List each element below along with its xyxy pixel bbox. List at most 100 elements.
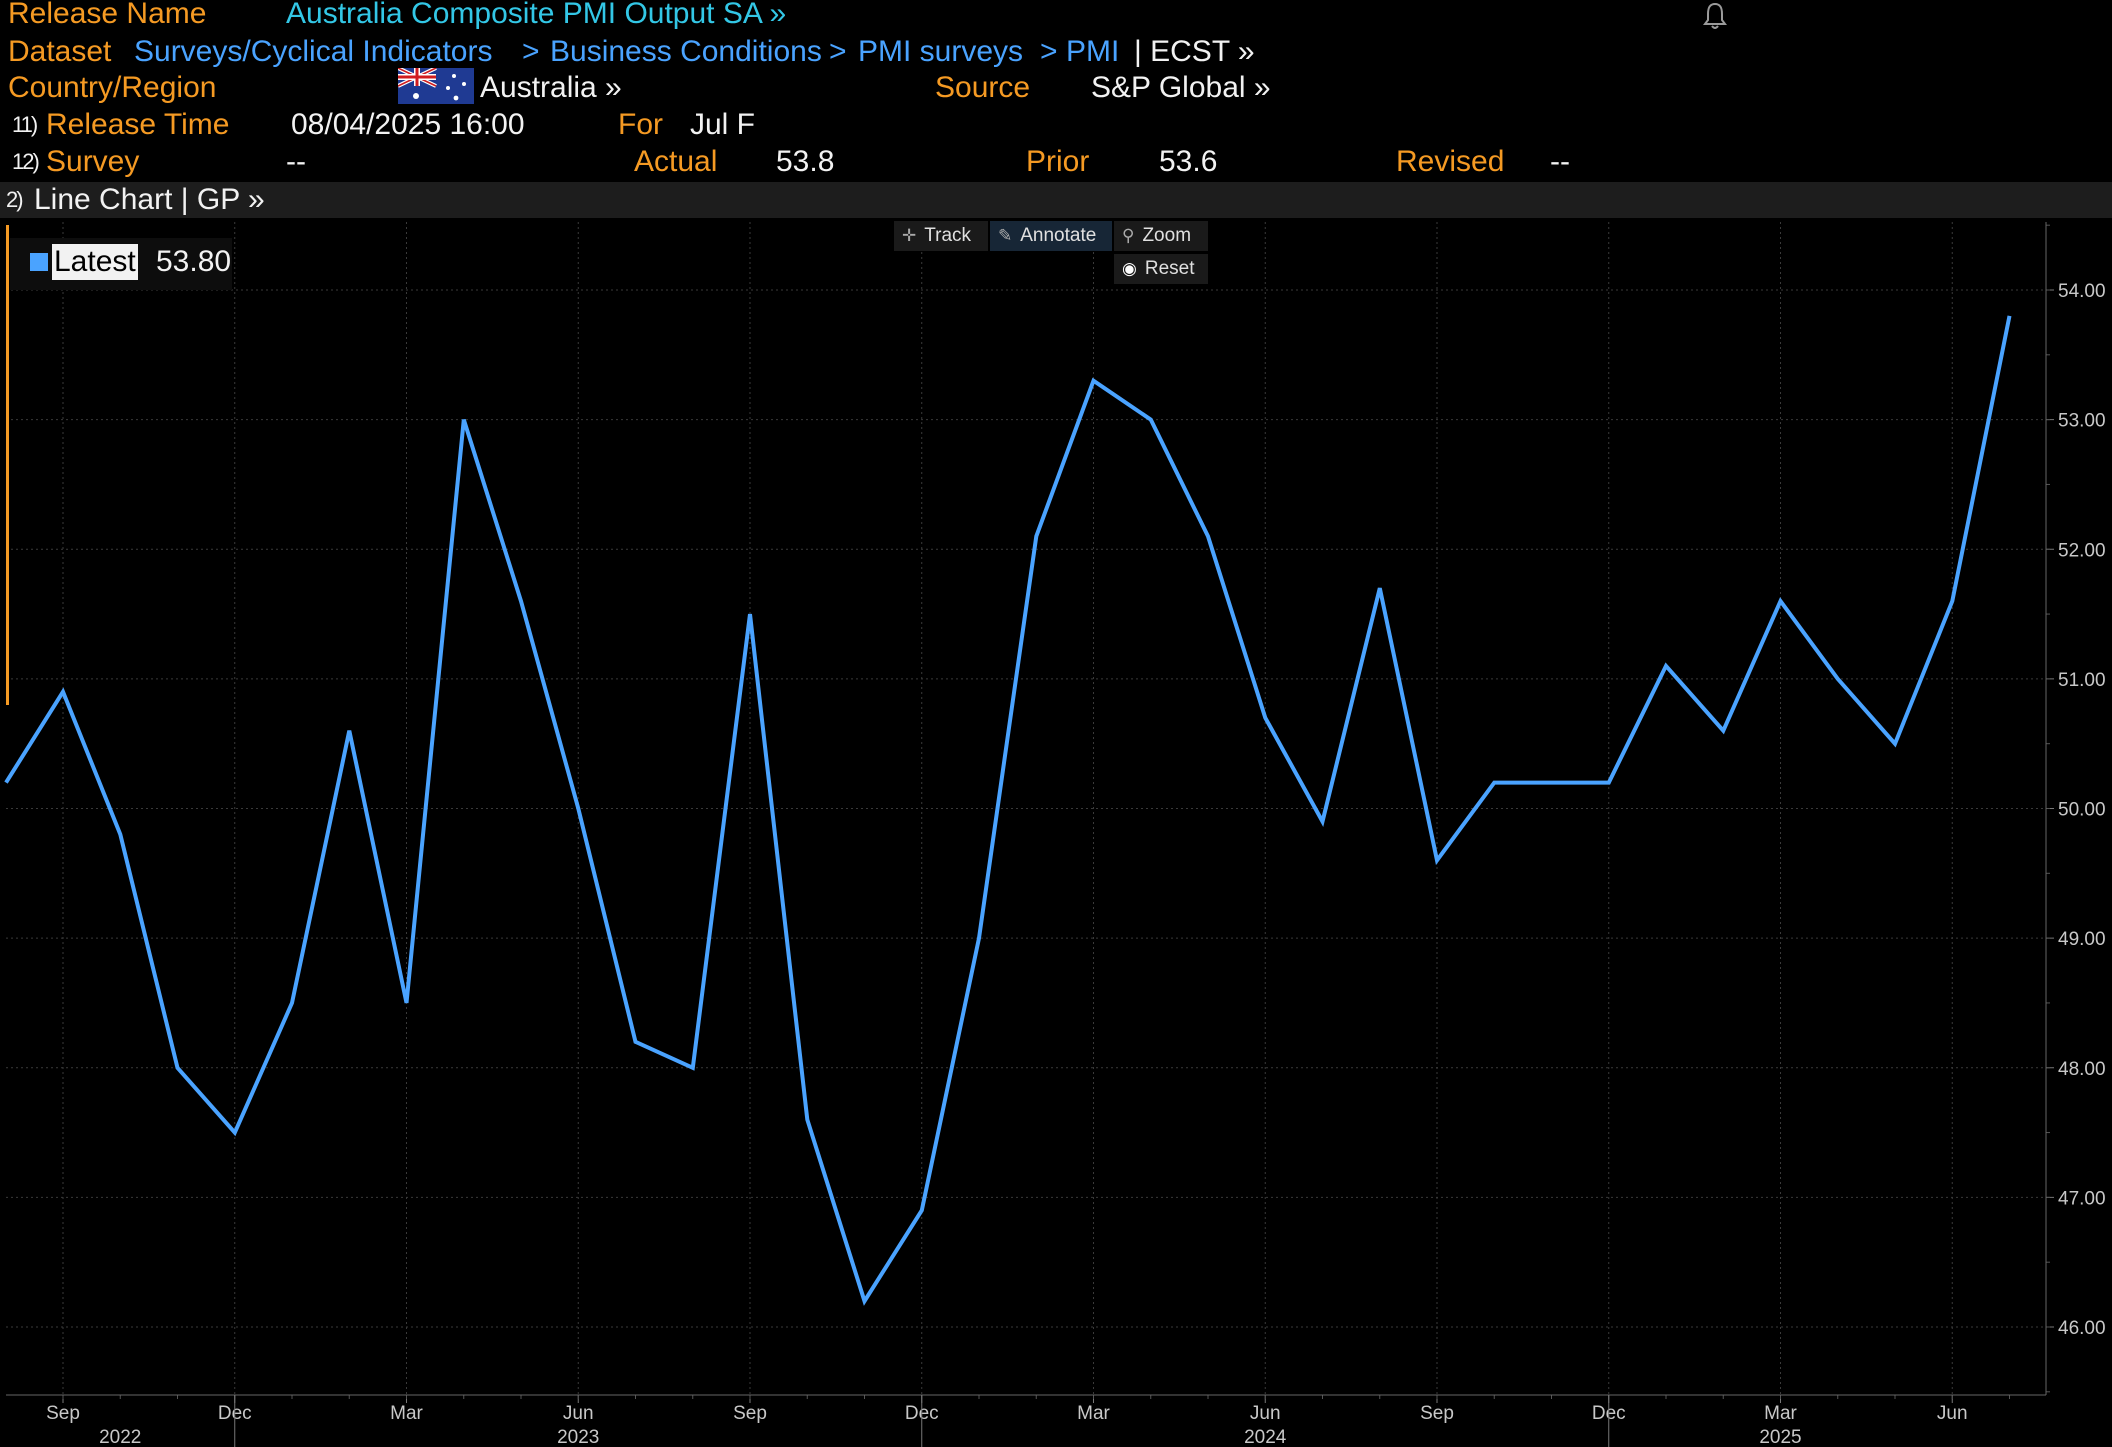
data-point	[405, 1001, 409, 1005]
legend-value: 53.80	[156, 245, 232, 278]
track-button[interactable]: ✛ Track	[894, 221, 988, 251]
x-year-label: 2023	[557, 1427, 599, 1447]
data-point	[4, 781, 8, 785]
zoom-label: Zoom	[1142, 225, 1192, 246]
y-tick-label: 49.00	[2058, 929, 2106, 950]
data-point	[519, 599, 523, 603]
bell-icon[interactable]	[1700, 0, 1730, 32]
data-point	[1664, 664, 1668, 668]
country-label: Country/Region	[8, 71, 217, 104]
y-tick-label: 54.00	[2058, 281, 2106, 302]
data-point	[347, 729, 351, 733]
survey-value: --	[286, 145, 306, 178]
data-point	[1206, 534, 1210, 538]
data-point	[290, 1001, 294, 1005]
reset-label: Reset	[1144, 258, 1195, 279]
data-point	[1378, 586, 1382, 590]
y-tick-label: 53.00	[2058, 411, 2106, 432]
survey-shortcut: 12)	[12, 149, 40, 174]
breadcrumb-separator: >	[1040, 35, 1058, 68]
dataset-crumb-surveys[interactable]: Surveys/Cyclical Indicators	[134, 35, 493, 68]
x-year-label: 2025	[1759, 1427, 1801, 1447]
legend-swatch	[30, 253, 48, 271]
dataset-label: Dataset	[8, 35, 112, 68]
pencil-icon: ✎	[998, 226, 1013, 245]
data-point	[2008, 314, 2012, 318]
data-point	[1263, 716, 1267, 720]
breadcrumb-separator: >	[829, 35, 847, 68]
chart-legend: Latest 53.80	[10, 238, 232, 290]
data-point	[118, 832, 122, 836]
prior-value: 53.6	[1159, 145, 1218, 178]
data-point	[1435, 858, 1439, 862]
y-tick-label: 52.00	[2058, 540, 2106, 561]
data-point	[1836, 677, 1840, 681]
data-point	[1149, 418, 1153, 422]
data-point	[977, 936, 981, 940]
data-point	[1034, 534, 1038, 538]
country-link[interactable]: Australia »	[480, 71, 622, 104]
x-year-label: 2022	[99, 1427, 141, 1447]
chart-type-bar[interactable]: 2) Line Chart | GP »	[0, 182, 2112, 218]
track-label: Track	[924, 225, 972, 246]
x-tick-label: Jun	[1937, 1403, 1968, 1424]
x-tick-label: Sep	[1420, 1403, 1454, 1424]
data-point	[176, 1066, 180, 1070]
data-point	[462, 418, 466, 422]
data-point	[1092, 379, 1096, 383]
selection-marker	[6, 225, 9, 705]
source-link[interactable]: S&P Global »	[1091, 71, 1271, 104]
release-name-label: Release Name	[8, 0, 207, 30]
series-line	[4, 315, 2012, 1306]
y-tick-label: 51.00	[2058, 670, 2106, 691]
source-label: Source	[935, 71, 1031, 104]
data-point	[1893, 742, 1897, 746]
crosshair-icon: ✛	[902, 226, 917, 245]
x-tick-label: Mar	[1764, 1403, 1797, 1424]
for-value: Jul F	[690, 108, 756, 141]
release-name-link[interactable]: Australia Composite PMI Output SA »	[286, 0, 787, 30]
data-point	[1721, 729, 1725, 733]
data-point	[634, 1040, 638, 1044]
reset-icon: ◉	[1122, 259, 1137, 278]
y-tick-label: 50.00	[2058, 800, 2106, 821]
annotate-button[interactable]: ✎ Annotate	[990, 221, 1112, 251]
data-point	[1550, 781, 1554, 785]
x-tick-label: Sep	[733, 1403, 767, 1424]
survey-label[interactable]: Survey	[46, 145, 140, 178]
release-time-label[interactable]: Release Time	[46, 108, 230, 141]
reset-button[interactable]: ◉ Reset	[1114, 254, 1208, 284]
y-tick-label: 48.00	[2058, 1059, 2106, 1080]
legend-label[interactable]: Latest	[52, 244, 138, 280]
zoom-button[interactable]: ⚲ Zoom	[1114, 221, 1208, 251]
chart-area[interactable]: 46.00 47.00 48.00 49.00 50.00 51.00 52.00 53.00…	[0, 218, 2112, 1447]
data-point	[1607, 781, 1611, 785]
data-point	[61, 690, 65, 694]
x-tick-label: Jun	[563, 1403, 594, 1424]
y-tick-label: 47.00	[2058, 1188, 2106, 1209]
annotate-label: Annotate	[1020, 225, 1097, 246]
data-point	[1779, 599, 1783, 603]
x-tick-label: Mar	[1077, 1403, 1110, 1424]
data-point	[1321, 819, 1325, 823]
dataset-crumb-pmi-surveys[interactable]: PMI surveys	[858, 35, 1024, 68]
dataset-crumb-pmi[interactable]: PMI	[1066, 35, 1120, 68]
x-tick-label: Mar	[390, 1403, 423, 1424]
data-point	[576, 807, 580, 811]
chart-type-label[interactable]: Line Chart | GP »	[34, 183, 265, 216]
y-tick-label: 46.00	[2058, 1318, 2106, 1339]
dataset-crumb-business-conditions[interactable]: Business Conditions	[550, 35, 822, 68]
data-point	[233, 1131, 237, 1135]
chart-type-shortcut: 2)	[6, 187, 24, 212]
line-chart[interactable]: 46.00 47.00 48.00 49.00 50.00 51.00 52.00 53.00…	[0, 218, 2112, 1447]
x-year-label: 2024	[1244, 1427, 1287, 1447]
release-time-shortcut: 11)	[12, 112, 38, 137]
actual-label: Actual	[634, 145, 718, 178]
revised-label: Revised	[1396, 145, 1505, 178]
data-point	[863, 1299, 867, 1303]
dataset-ecst-link[interactable]: | ECST »	[1134, 35, 1255, 68]
data-point	[748, 612, 752, 616]
for-label: For	[618, 108, 663, 141]
magnifier-icon: ⚲	[1122, 226, 1135, 245]
release-time-value: 08/04/2025 16:00	[291, 108, 525, 141]
